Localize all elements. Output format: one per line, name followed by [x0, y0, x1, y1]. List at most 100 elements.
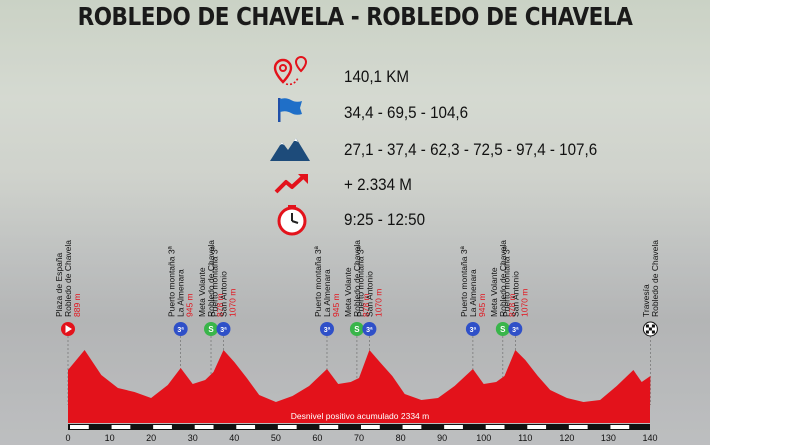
axis-segment [568, 425, 588, 429]
distance-pin-icon [273, 56, 308, 86]
waypoint-name: Travesía [641, 284, 651, 317]
waypoint-name: Plaza de España [54, 252, 64, 317]
waypoint-elevation: 889 m [72, 293, 82, 317]
checker-square [645, 324, 649, 328]
waypoint-label: Puerto montaña 3ª San Antonio 1070 m [501, 245, 529, 317]
axis-segment [70, 425, 89, 429]
checker-square [648, 327, 652, 331]
mountain-marker-icon [508, 322, 523, 336]
marker-symbol: 3ª [470, 327, 477, 334]
stat-sprint-points: 34,4 - 69,5 - 104,6 [344, 104, 469, 122]
elevation-gain-caption: Desnivel positivo acumulado 2334 m [291, 411, 429, 421]
axis-segment [194, 425, 214, 429]
waypoint-label: Puerto montaña 3ª San Antonio 1070 m [209, 245, 237, 317]
waypoint-name: Robledo de Chavela [352, 240, 362, 317]
waypoint-elevation: 878 m [215, 293, 225, 317]
axis-tick-label: 120 [559, 433, 574, 443]
axis-tick-label: 110 [518, 433, 532, 443]
stat-elevation-gain: + 2.334 M [344, 176, 412, 194]
waypoint-name: Puerto montaña 3ª [209, 245, 219, 317]
waypoint-name: San Antonio [510, 271, 520, 317]
marker-symbol: 3ª [512, 327, 519, 334]
axis-segment [153, 425, 172, 429]
marker-symbol: S [354, 325, 360, 334]
axis-tick-label: 20 [146, 433, 156, 443]
waypoint-elevation: 945 m [331, 293, 341, 317]
waypoint-label: Puerto montaña 3ª La Almenara 945 m [459, 245, 487, 317]
waypoint-label: Puerto montaña 3ª San Antonio 1070 m [355, 245, 383, 317]
stat-distance: 140,1 KM [344, 68, 409, 86]
axis-tick-label: 50 [271, 433, 281, 443]
stat-mountain-points: 27,1 - 37,4 - 62,3 - 72,5 - 97,4 - 107,6 [344, 141, 598, 159]
route-title: ROBLEDO DE CHAVELA - ROBLEDO DE CHAVELA [77, 2, 633, 31]
marker-symbol: 3ª [220, 327, 227, 334]
stat-schedule: 9:25 - 12:50 [344, 211, 426, 229]
marker-symbol: S [208, 325, 214, 334]
waypoint-name: Robledo de Chavela [206, 240, 216, 317]
axis-tick-label: 80 [396, 433, 406, 443]
sprint-marker-icon [204, 322, 219, 336]
axis-tick-label: 100 [476, 433, 491, 443]
axis-tick-label: 30 [188, 433, 198, 443]
axis-segment [444, 425, 463, 429]
photo-overlay [0, 0, 710, 445]
elevation-gain-arrow-icon [274, 174, 308, 194]
waypoint-name: La Almenara [176, 269, 186, 317]
axis-segment [402, 425, 422, 429]
axis-segment [610, 425, 630, 429]
waypoint-name: Meta Volante [197, 267, 207, 317]
checker-square [651, 330, 655, 334]
axis-tick-label: 130 [601, 433, 616, 443]
axis-segment [485, 425, 505, 429]
axis-segment [277, 425, 297, 429]
sprint-marker-icon [349, 322, 364, 336]
mountain-icon [270, 138, 310, 161]
marker-symbol: 3ª [366, 327, 373, 334]
axis-segment [111, 425, 131, 429]
axis-tick-label: 70 [354, 433, 364, 443]
mountain-marker-icon [216, 322, 231, 336]
marker-symbol: 3ª [177, 327, 184, 334]
waypoint-name: Robledo de Chavela [650, 240, 660, 317]
sprint-marker-icon [495, 322, 510, 336]
mountain-marker-icon [362, 322, 377, 336]
clock-icon [277, 205, 307, 236]
waypoint-name: La Almenara [322, 269, 332, 317]
waypoint-label: Meta Volante Robledo de Chavela 878 m [343, 240, 371, 317]
waypoint-name: Puerto montaña 3ª [313, 245, 323, 317]
checker-square [651, 324, 655, 328]
waypoint-name: La Almenara [468, 269, 478, 317]
play-icon [65, 325, 72, 333]
waypoint-name: Puerto montaña 3ª [501, 245, 511, 317]
waypoint-elevation: 1070 m [373, 289, 383, 317]
waypoint-name: San Antonio [218, 271, 228, 317]
waypoint-labels: Plaza de España Robledo de Chavela 889 m Pu… [54, 240, 660, 317]
axis-segment [527, 425, 547, 429]
waypoint-name: Robledo de Chavela [63, 240, 73, 317]
axis-tick-label: 90 [437, 433, 447, 443]
elevation-profile-area [68, 350, 651, 410]
waypoint-name: San Antonio [364, 271, 374, 317]
waypoint-elevation: 878 m [507, 293, 517, 317]
waypoint-name: Meta Volante [343, 267, 353, 317]
waypoint-label: Travesía Robledo de Chavela [641, 240, 660, 317]
waypoint-name: Robledo de Chavela [498, 240, 508, 317]
mountain-marker-icon [465, 322, 480, 336]
waypoint-elevation: 945 m [185, 293, 195, 317]
waypoint-label: Puerto montaña 3ª La Almenara 945 m [313, 245, 341, 317]
axis-segment [236, 425, 256, 429]
waypoint-elevation: 945 m [477, 293, 487, 317]
axis-tick-label: 0 [65, 433, 70, 443]
mountain-marker-icon [173, 322, 188, 336]
axis-tick-label: 60 [312, 433, 322, 443]
cyclists-photo-background [0, 0, 710, 445]
waypoint-elevation: 878 m [361, 293, 371, 317]
axis-bar [68, 424, 650, 430]
caption-band [68, 410, 650, 423]
distance-axis: 0 10 20 30 40 50 60 70 80 90 100 110 120 130 140 [65, 424, 658, 443]
waypoint-label: Meta Volante Robledo de Chavela 878 m [197, 240, 225, 317]
axis-segment [361, 425, 380, 429]
axis-tick-label: 140 [642, 433, 657, 443]
waypoint-name: Puerto montaña 3ª [355, 245, 365, 317]
